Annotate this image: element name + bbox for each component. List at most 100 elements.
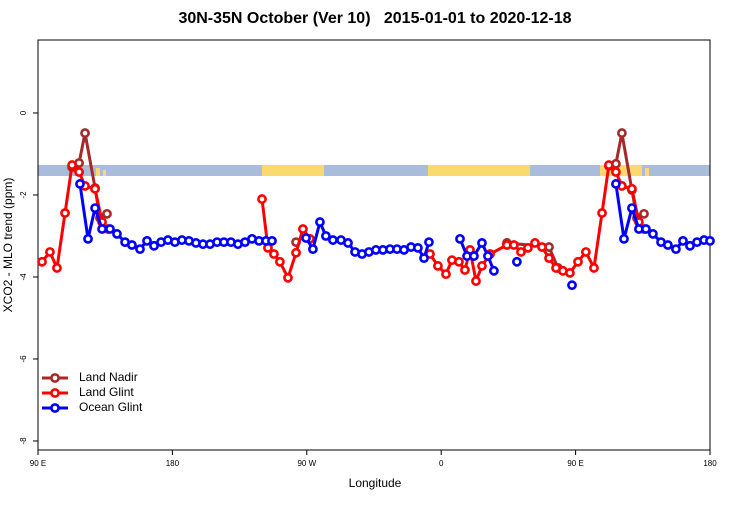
point — [455, 233, 465, 244]
point — [611, 167, 621, 177]
x-tick-label: 0 — [439, 459, 444, 468]
point — [424, 237, 434, 248]
point — [80, 128, 90, 138]
legend-label: Land Glint — [79, 385, 134, 399]
point — [90, 183, 100, 194]
point — [477, 261, 487, 271]
point — [604, 160, 614, 170]
point — [648, 229, 658, 239]
point — [127, 240, 137, 250]
point — [441, 269, 451, 280]
point — [83, 233, 93, 244]
point — [283, 272, 293, 283]
point — [291, 247, 301, 258]
point — [509, 240, 519, 250]
point — [530, 238, 540, 248]
point — [419, 253, 429, 264]
land-band — [262, 165, 324, 176]
point — [678, 235, 688, 246]
x-axis-label: Longitude — [349, 476, 402, 490]
x-tick-label: 90 E — [30, 459, 46, 468]
land-band — [103, 170, 106, 176]
y-tick-label: -4 — [19, 273, 28, 281]
point — [308, 244, 318, 254]
point — [105, 224, 115, 234]
point — [641, 224, 651, 234]
point — [301, 233, 311, 243]
land-band — [428, 165, 530, 176]
point — [544, 253, 554, 264]
y-tick-label: 0 — [19, 110, 28, 115]
series — [37, 160, 649, 286]
point — [589, 263, 599, 273]
legend-marker — [50, 373, 60, 383]
x-tick-label: 180 — [703, 459, 717, 468]
point — [149, 240, 159, 251]
point — [626, 183, 637, 194]
x-tick-label: 90 E — [567, 459, 583, 468]
point — [471, 276, 481, 286]
point — [45, 247, 55, 257]
point — [573, 256, 583, 267]
point — [597, 208, 607, 218]
point — [135, 244, 145, 254]
series — [75, 179, 715, 291]
point — [611, 179, 621, 189]
point — [67, 160, 77, 170]
point — [619, 233, 629, 244]
point — [90, 203, 100, 213]
point — [454, 256, 464, 267]
point — [477, 238, 487, 248]
legend-marker — [50, 403, 60, 413]
point — [315, 217, 325, 227]
point — [616, 128, 627, 138]
point — [516, 247, 526, 257]
legend-label: Ocean Glint — [79, 400, 143, 414]
legend-label: Land Nadir — [79, 370, 138, 384]
x-tick-label: 180 — [166, 459, 180, 468]
y-tick-label: -2 — [19, 191, 28, 199]
point — [671, 244, 681, 254]
point — [52, 263, 62, 273]
point — [269, 249, 279, 259]
point — [74, 167, 84, 177]
y-tick-label: -6 — [19, 355, 28, 363]
point — [75, 179, 85, 189]
point — [102, 208, 112, 219]
point — [565, 267, 575, 278]
point — [433, 261, 443, 271]
point — [328, 235, 338, 245]
point — [626, 203, 637, 213]
point — [321, 231, 331, 241]
point — [537, 242, 547, 252]
y-tick-label: -8 — [19, 437, 28, 445]
point — [112, 229, 122, 239]
point — [413, 242, 423, 253]
point — [37, 256, 47, 267]
point — [523, 242, 533, 253]
point — [267, 235, 277, 246]
point — [298, 224, 308, 234]
chart-title: 30N-35N October (Ver 10) 2015-01-01 to 2… — [178, 10, 571, 27]
ocean-band — [38, 165, 710, 176]
land-band — [600, 165, 642, 176]
point — [567, 280, 577, 291]
surface-band — [38, 165, 710, 176]
point — [581, 247, 591, 257]
point — [685, 240, 695, 251]
land-band — [96, 168, 100, 176]
legend-marker — [50, 388, 60, 398]
point — [512, 256, 522, 267]
point — [142, 235, 152, 246]
x-tick-label: 90 W — [297, 459, 316, 468]
point — [275, 256, 285, 267]
point — [705, 235, 715, 246]
point — [257, 194, 267, 204]
point — [639, 208, 649, 219]
point — [460, 265, 470, 275]
y-axis-label: XCO2 - MLO trend (ppm) — [1, 178, 15, 313]
point — [97, 224, 107, 234]
